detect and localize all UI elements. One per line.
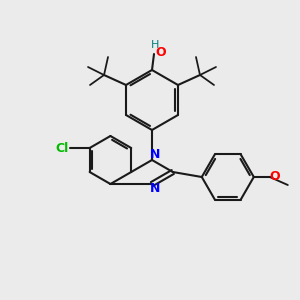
Text: N: N	[150, 148, 160, 161]
Text: H: H	[151, 40, 159, 50]
Text: O: O	[156, 46, 166, 59]
Text: Cl: Cl	[55, 142, 68, 154]
Text: N: N	[150, 182, 160, 196]
Text: O: O	[269, 170, 280, 184]
